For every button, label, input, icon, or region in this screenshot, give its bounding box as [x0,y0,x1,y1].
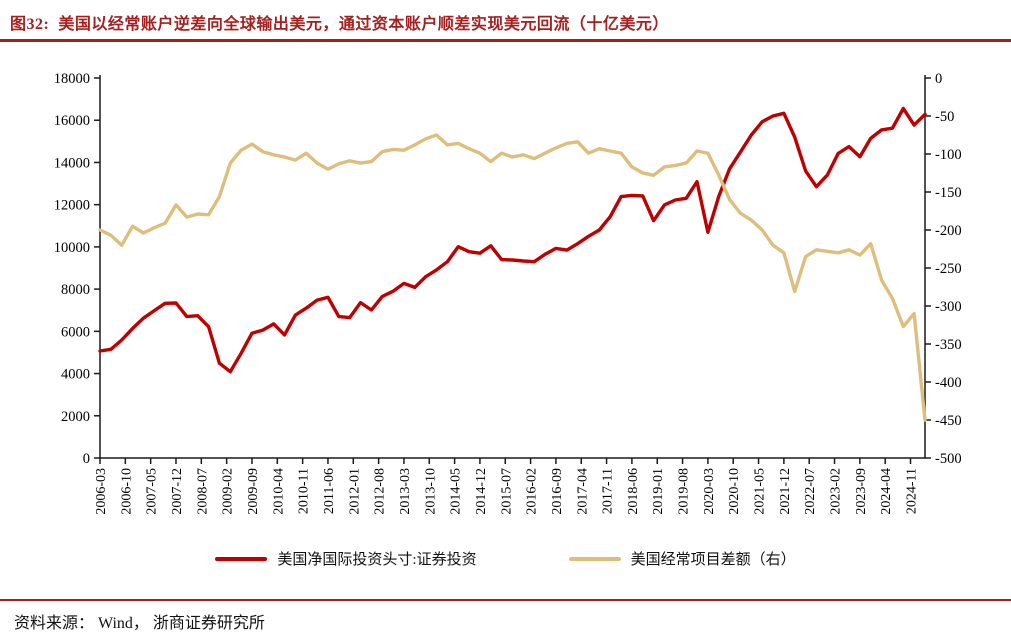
svg-text:2010-11: 2010-11 [297,468,312,514]
legend-swatch-tan-line [568,556,621,561]
svg-text:0: 0 [935,71,942,87]
svg-text:2016-02: 2016-02 [525,468,540,515]
legend-swatch-red-line [215,556,268,561]
svg-text:2008-07: 2008-07 [195,468,210,515]
svg-text:2006-10: 2006-10 [119,468,134,515]
svg-text:2022-07: 2022-07 [803,468,818,515]
svg-text:2023-09: 2023-09 [854,468,869,515]
svg-text:-500: -500 [935,451,962,467]
svg-text:-100: -100 [935,147,962,163]
svg-text:2014-05: 2014-05 [449,468,464,515]
svg-text:2024-11: 2024-11 [905,468,920,514]
svg-text:2009-02: 2009-02 [221,468,236,515]
svg-text:-50: -50 [935,109,954,125]
svg-text:2024-04: 2024-04 [879,468,894,515]
svg-text:-200: -200 [935,223,962,239]
svg-text:2013-03: 2013-03 [398,468,413,515]
legend-item-niip: 美国净国际投资头寸:证券投资 [215,548,477,569]
svg-text:2011-06: 2011-06 [322,468,337,514]
svg-text:2020-03: 2020-03 [702,468,717,515]
svg-text:-400: -400 [935,375,962,391]
svg-text:2021-05: 2021-05 [753,468,768,515]
svg-text:2014-12: 2014-12 [474,468,489,515]
svg-text:10000: 10000 [54,240,90,256]
svg-text:-350: -350 [935,337,962,353]
current-account-line [98,133,927,422]
legend-item-current-account: 美国经常项目差额（右） [568,548,796,569]
source-note: 资料来源： Wind， 浙商证券研究所 [14,615,265,632]
svg-text:2021-12: 2021-12 [778,468,793,515]
svg-text:8000: 8000 [61,282,90,298]
niip-portfolio-line [98,106,927,374]
svg-text:-300: -300 [935,299,962,315]
svg-text:-450: -450 [935,413,962,429]
svg-text:2018-06: 2018-06 [626,468,641,515]
svg-text:2020-10: 2020-10 [727,468,742,515]
legend-label-current-account: 美国经常项目差额（右） [630,552,796,568]
title-rule [0,39,1011,42]
svg-text:12000: 12000 [54,198,90,214]
svg-text:2023-02: 2023-02 [829,468,844,515]
svg-text:2007-12: 2007-12 [170,468,185,515]
svg-text:2012-08: 2012-08 [373,468,388,515]
svg-text:16000: 16000 [54,113,90,129]
svg-text:4000: 4000 [61,367,90,383]
svg-text:2013-10: 2013-10 [423,468,438,515]
svg-text:2012-01: 2012-01 [347,468,362,515]
x-axis-labels: 2006-03 2006-10 2007-05 2007-12 2008-07 2009-… [94,468,920,515]
svg-text:2017-11: 2017-11 [601,468,616,514]
svg-text:2019-08: 2019-08 [677,468,692,515]
legend-label-niip: 美国净国际投资头寸:证券投资 [277,552,477,568]
svg-text:2015-07: 2015-07 [499,468,514,515]
svg-text:2000: 2000 [61,409,90,425]
svg-text:2009-09: 2009-09 [246,468,261,515]
figure-title: 图32: 美国以经常账户逆差向全球输出美元，通过资本账户顺差实现美元回流（十亿美… [10,16,669,33]
svg-text:2016-09: 2016-09 [550,468,565,515]
svg-text:2017-04: 2017-04 [575,468,590,515]
svg-text:-250: -250 [935,261,962,277]
footer-rule [0,599,1011,601]
svg-text:14000: 14000 [54,155,90,171]
axes [94,75,931,464]
chart-legend: 美国净国际投资头寸:证券投资 美国经常项目差额（右） [0,548,1011,569]
right-axis-labels: 0 -50 -100 -150 -200 -250 -300 -350 -400 -450 -500 [935,71,962,467]
svg-text:2019-01: 2019-01 [651,468,666,515]
svg-text:2010-04: 2010-04 [271,468,286,515]
svg-text:2006-03: 2006-03 [94,468,109,515]
left-axis-labels: 0 2000 4000 6000 8000 10000 12000 14000 16000 180… [54,71,90,467]
svg-text:18000: 18000 [54,71,90,87]
svg-text:6000: 6000 [61,324,90,340]
svg-text:-150: -150 [935,185,962,201]
svg-text:2007-05: 2007-05 [145,468,160,515]
svg-text:0: 0 [83,451,90,467]
